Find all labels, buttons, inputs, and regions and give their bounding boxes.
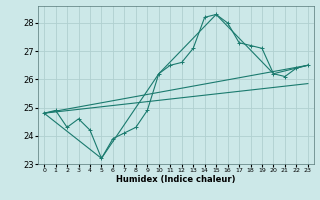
X-axis label: Humidex (Indice chaleur): Humidex (Indice chaleur) xyxy=(116,175,236,184)
